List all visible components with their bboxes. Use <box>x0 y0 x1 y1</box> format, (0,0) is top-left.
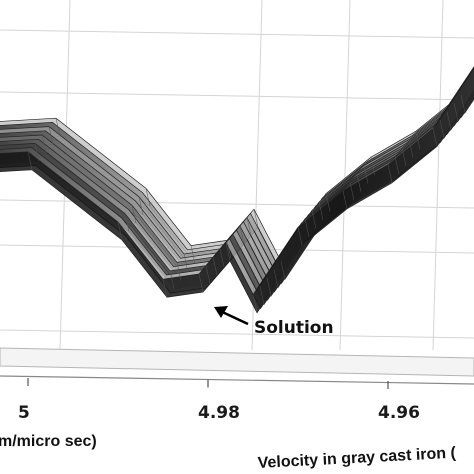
surface-facet <box>252 294 258 313</box>
surface-facet <box>145 188 151 207</box>
surface-facet <box>212 257 218 276</box>
surface-facet <box>325 193 331 212</box>
surface-facet <box>349 182 355 201</box>
surface-facet <box>124 213 130 232</box>
grid-line-h <box>0 329 474 339</box>
surface-facet <box>226 240 232 259</box>
surface-facet <box>387 164 393 183</box>
surface-facet <box>318 201 324 221</box>
x-axis-label: Velocity in gray cast iron ( <box>257 445 457 472</box>
surface-facet <box>162 279 168 298</box>
x-tick-label: 4.96 <box>378 403 420 423</box>
surface-facet <box>439 119 445 139</box>
surface-facet <box>246 217 252 236</box>
surface-facet <box>183 253 189 273</box>
surface-facet <box>131 205 137 224</box>
surface-facet <box>34 143 40 162</box>
left-axis-label: m/micro sec) <box>0 433 97 450</box>
grid-line-v <box>432 0 444 351</box>
surface-facet <box>297 227 303 246</box>
grid-line-h <box>0 199 474 209</box>
surface-facet <box>190 245 196 264</box>
grid-line-v <box>339 0 351 351</box>
surface-facet <box>394 156 400 175</box>
surface-facet <box>41 134 47 154</box>
surface-facet <box>304 218 310 237</box>
solution-annotation: Solution <box>214 306 334 338</box>
surface-facet <box>356 173 362 193</box>
surface-facet <box>370 157 376 176</box>
axis-floor <box>0 347 474 385</box>
surface-facet <box>169 270 175 289</box>
solution-arrowhead <box>214 306 228 318</box>
surface-facet <box>415 131 421 150</box>
axis-floor-band <box>0 347 474 377</box>
surface-facet <box>446 111 452 130</box>
surface-facet <box>219 248 225 267</box>
x-tick-label: 5 <box>18 403 30 423</box>
solution-label: Solution <box>254 318 334 338</box>
surface-facet <box>259 286 265 305</box>
surface-facet <box>342 190 348 209</box>
surface-facet <box>363 165 369 184</box>
surface-facet <box>239 225 245 245</box>
surface-facet <box>266 277 272 297</box>
surface-facet <box>205 265 211 284</box>
surface-facet <box>408 139 414 158</box>
x-tick-label: 4.98 <box>198 403 240 423</box>
surface-facet <box>432 128 438 147</box>
grid-line-h <box>0 29 474 39</box>
surface-facet <box>460 94 466 113</box>
x-tick-labels: 54.984.964.94 <box>18 378 420 423</box>
surface-facet <box>225 242 231 261</box>
surface-facet <box>138 196 144 215</box>
surface-facet <box>55 118 61 137</box>
surface-plot <box>0 66 474 314</box>
surface-facet <box>253 209 259 228</box>
surface-facet <box>27 151 33 170</box>
surface-facet <box>117 221 123 241</box>
surface-facet <box>453 103 459 122</box>
surface-facet <box>311 210 317 229</box>
surface-facet <box>232 234 238 253</box>
surface-facet <box>280 261 286 280</box>
surface-facet <box>48 126 54 145</box>
x-axis-line <box>0 375 474 385</box>
surface-facet <box>198 273 204 293</box>
surface-facet <box>273 269 279 288</box>
surface-facet <box>176 262 182 281</box>
grid-line-h <box>0 91 474 101</box>
surface-facet <box>401 147 407 167</box>
